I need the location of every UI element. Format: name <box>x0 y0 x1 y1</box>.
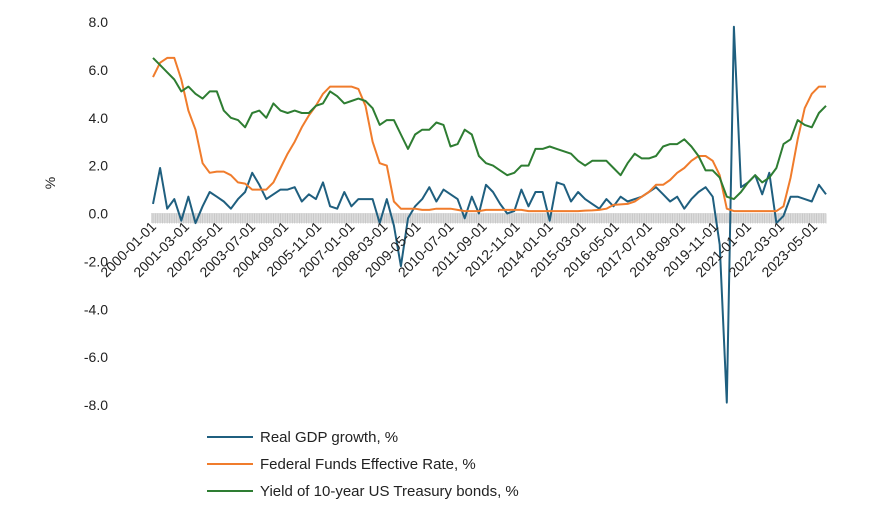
legend: Real GDP growth, % Federal Funds Effectiv… <box>207 429 519 500</box>
y-tick-label: -8.0 <box>84 397 108 413</box>
legend-label: Federal Funds Effective Rate, % <box>260 456 476 473</box>
y-tick-label: 2.0 <box>89 158 109 174</box>
y-tick-label: 0.0 <box>89 206 109 222</box>
y-tick-label: -6.0 <box>84 349 108 365</box>
y-axis-ticks: 8.0 6.0 4.0 2.0 0.0 -2.0 -4.0 -6.0 -8.0 <box>84 14 108 413</box>
legend-label: Real GDP growth, % <box>260 429 398 446</box>
legend-label: Yield of 10-year US Treasury bonds, % <box>260 483 519 500</box>
y-tick-label: 4.0 <box>89 110 109 126</box>
y-tick-label: -2.0 <box>84 253 108 269</box>
series-lines <box>152 25 827 404</box>
series-line-2 <box>152 56 826 213</box>
y-tick-label: -4.0 <box>84 301 108 317</box>
x-axis-ticks: 2000-01-012001-03-012002-05-012003-07-01… <box>97 218 820 280</box>
y-tick-label: 6.0 <box>89 62 109 78</box>
series-line-1 <box>152 25 827 404</box>
y-tick-label: 8.0 <box>89 14 109 30</box>
series-line-3 <box>152 57 827 201</box>
y-axis-title: % <box>42 177 58 189</box>
x-axis-minor-ticks <box>152 213 827 224</box>
